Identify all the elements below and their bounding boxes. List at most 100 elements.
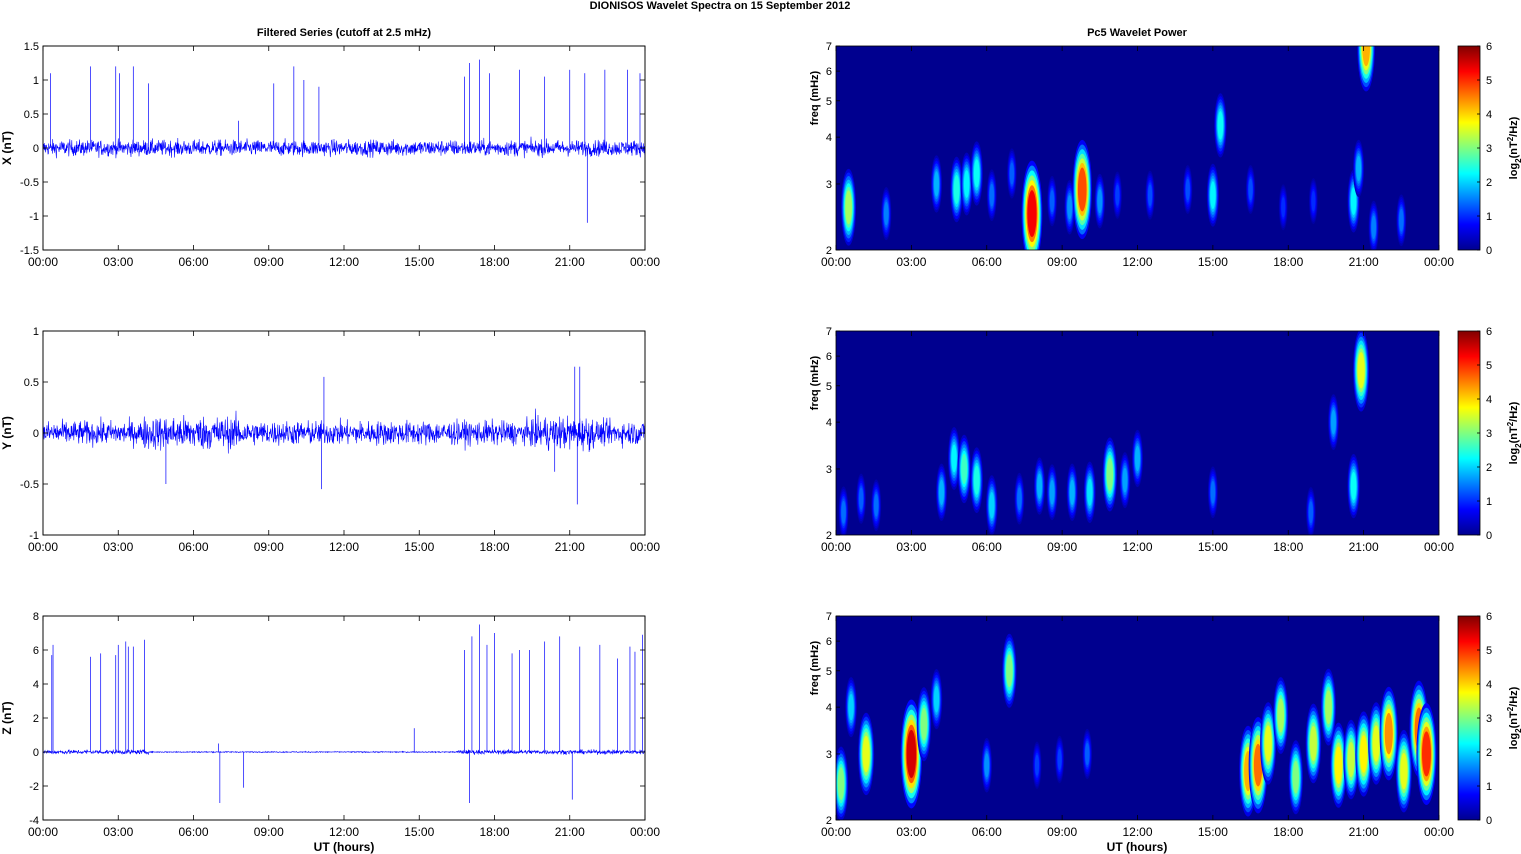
colorbar: 0123456log2(nT2/Hz) bbox=[1457, 611, 1521, 827]
x-tick-label: 09:00 bbox=[254, 825, 284, 839]
colorbar-tick-label: 4 bbox=[1486, 394, 1492, 406]
power-blob-14 bbox=[1264, 725, 1272, 762]
power-blob-25 bbox=[1371, 215, 1376, 239]
y-tick-label: 3 bbox=[826, 749, 832, 761]
y-tick-label: 6 bbox=[826, 636, 832, 648]
power-blob-6 bbox=[961, 453, 968, 485]
x-tick-label: 09:00 bbox=[1047, 825, 1077, 839]
power-blob-9 bbox=[1027, 190, 1037, 238]
x-tick-label: 06:00 bbox=[972, 825, 1002, 839]
y-tick-label: -4 bbox=[29, 815, 39, 827]
power-blob-14 bbox=[1115, 184, 1120, 206]
power-blob-20 bbox=[1350, 471, 1357, 501]
colorbar-tick-label: 2 bbox=[1486, 177, 1492, 189]
power-blob-20 bbox=[1347, 741, 1355, 778]
power-blob-19 bbox=[1248, 178, 1253, 201]
y-tick-label: -1.5 bbox=[20, 245, 39, 257]
x-tick-label: 21:00 bbox=[555, 540, 585, 554]
power-blob-21 bbox=[1357, 352, 1365, 389]
x-tick-label: 18:00 bbox=[1273, 540, 1303, 554]
x-tick-label: 06:00 bbox=[178, 540, 208, 554]
power-blob-3 bbox=[934, 171, 939, 197]
power-blob-6 bbox=[973, 159, 980, 188]
power-blob-20 bbox=[1281, 197, 1286, 218]
x-tick-label: 00:00 bbox=[630, 540, 660, 554]
y-tick-label: -0.5 bbox=[20, 177, 39, 189]
colorbar-label-sup: 2 bbox=[1506, 136, 1515, 141]
colorbar-tick-label: 3 bbox=[1486, 143, 1492, 155]
colorbar-tick-label: 6 bbox=[1486, 611, 1492, 623]
power-blob-17 bbox=[1210, 480, 1216, 504]
freq-axis-label: freq (mHz) bbox=[809, 640, 821, 695]
x-tick-label: 21:00 bbox=[555, 825, 585, 839]
colorbar-tick-label: 1 bbox=[1486, 496, 1492, 508]
power-blob-17 bbox=[1210, 181, 1216, 210]
power-blob-26 bbox=[1422, 731, 1431, 777]
power-blob-10 bbox=[1037, 473, 1042, 499]
y-tick-label: 6 bbox=[826, 351, 832, 363]
right-column-title: Pc5 Wavelet Power bbox=[1087, 27, 1188, 39]
x-tick-label: 00:00 bbox=[28, 825, 58, 839]
y-tick-label: 4 bbox=[826, 417, 832, 429]
power-blob-17 bbox=[1309, 725, 1317, 762]
power-blob-22 bbox=[1372, 725, 1380, 762]
figure-title: DIONISOS Wavelet Spectra on 15 September… bbox=[590, 0, 851, 12]
colorbar-label-sub: 2 bbox=[1514, 728, 1521, 733]
power-blob-11 bbox=[1067, 195, 1072, 220]
y-tick-label: 2 bbox=[826, 815, 832, 827]
colorbar-tick-label: 1 bbox=[1486, 781, 1492, 793]
power-blob-1 bbox=[837, 767, 845, 801]
power-blob-11 bbox=[1049, 479, 1055, 505]
x-tick-label: 00:00 bbox=[1424, 540, 1454, 554]
x-tick-label: 06:00 bbox=[972, 540, 1002, 554]
power-blob-16 bbox=[1185, 178, 1190, 201]
x-tick-label: 09:00 bbox=[1047, 255, 1077, 269]
power-blob-9 bbox=[1017, 487, 1022, 511]
power-blob-2 bbox=[848, 693, 854, 721]
colorbar: 0123456log2(nT2/Hz) bbox=[1457, 326, 1521, 542]
x-tick-label: 21:00 bbox=[1349, 825, 1379, 839]
y-tick-label: 0.5 bbox=[24, 109, 39, 121]
colorbar-tick-label: 5 bbox=[1486, 360, 1492, 372]
colorbar-label-sub: 2 bbox=[1514, 158, 1521, 163]
power-blob-23 bbox=[1356, 155, 1362, 182]
y-tick-label: 2 bbox=[33, 713, 39, 725]
colorbar-label: log2(nT2/Hz) bbox=[1506, 686, 1521, 749]
colorbar-label-sub: 2 bbox=[1514, 443, 1521, 448]
power-blob-1 bbox=[845, 190, 852, 225]
colorbar-label-unit-end: /Hz) bbox=[1508, 116, 1520, 137]
x-tick-label: 12:00 bbox=[329, 540, 359, 554]
power-blob-13 bbox=[1097, 189, 1103, 214]
x-tick-label: 00:00 bbox=[821, 255, 851, 269]
x-tick-label: 18:00 bbox=[479, 540, 509, 554]
x-tick-label: 09:00 bbox=[254, 540, 284, 554]
colorbar-tick-label: 4 bbox=[1486, 109, 1492, 121]
x-tick-label: 12:00 bbox=[329, 825, 359, 839]
colorbar-gradient bbox=[1457, 330, 1481, 536]
power-blob-8 bbox=[1009, 162, 1015, 185]
power-blob-5 bbox=[920, 707, 928, 741]
power-blob-24 bbox=[1362, 46, 1371, 67]
x-tick-label: 18:00 bbox=[479, 255, 509, 269]
power-blob-19 bbox=[1334, 746, 1343, 785]
x-tick-label: 15:00 bbox=[1198, 255, 1228, 269]
power-blob-18 bbox=[1217, 111, 1224, 140]
power-blob-8 bbox=[1006, 654, 1013, 688]
y-tick-label: 1 bbox=[33, 326, 39, 338]
y-tick-label: 4 bbox=[826, 702, 832, 714]
x-tick-label: 00:00 bbox=[28, 540, 58, 554]
power-blob-14 bbox=[1106, 458, 1114, 491]
y-tick-label: 2 bbox=[826, 245, 832, 257]
y-tick-label: 6 bbox=[33, 645, 39, 657]
x-tick-label: 21:00 bbox=[555, 255, 585, 269]
trace-spikes bbox=[165, 366, 581, 505]
y-tick-label: 3 bbox=[826, 464, 832, 476]
x-tick-label: 06:00 bbox=[972, 255, 1002, 269]
power-blob-3 bbox=[862, 735, 870, 773]
colorbar-label-sup: 2 bbox=[1506, 421, 1515, 426]
x-tick-label: 03:00 bbox=[103, 540, 133, 554]
power-blob-9 bbox=[1034, 754, 1040, 776]
x-axis-label-left: UT (hours) bbox=[314, 840, 375, 854]
